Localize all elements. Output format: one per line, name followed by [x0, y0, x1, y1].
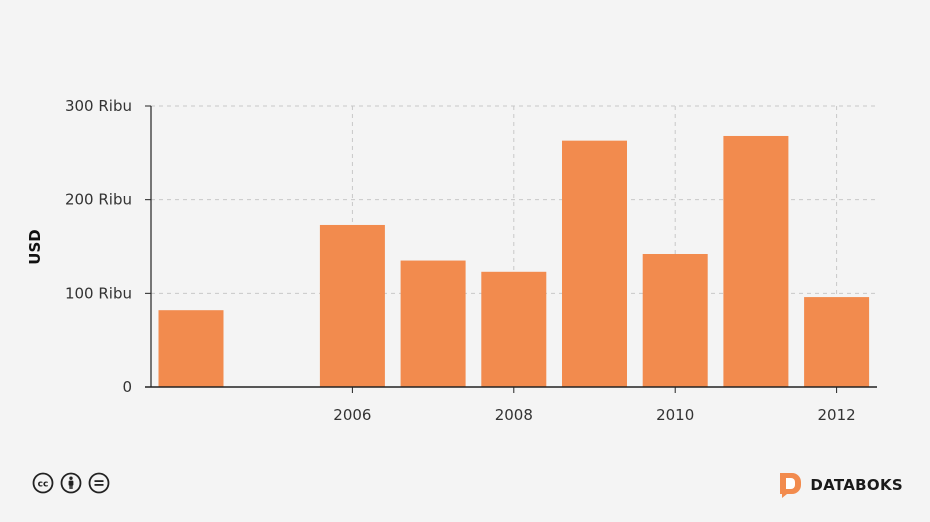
databoks-logo-icon [780, 473, 802, 498]
x-tick-label: 2008 [495, 406, 533, 424]
x-tick-label: 2006 [333, 406, 371, 424]
bar-2010 [642, 253, 708, 387]
bars [158, 135, 870, 387]
y-tick-labels: 0 100 Ribu 200 Ribu 300 Ribu [65, 97, 132, 396]
y-tick-label: 100 Ribu [65, 284, 132, 302]
y-tick-label: 0 [122, 378, 132, 396]
bar-2006 [319, 224, 385, 387]
by-icon [60, 472, 82, 494]
bar-2008 [481, 271, 547, 387]
bar-2009 [562, 140, 627, 387]
y-axis-title: USD [26, 229, 44, 264]
brand-name: DATABOKS [810, 476, 903, 494]
axes [145, 105, 877, 393]
y-tick-label: 200 Ribu [65, 191, 132, 209]
y-tick-label: 300 Ribu [65, 97, 132, 115]
brand-logo: DATABOKS [778, 472, 903, 498]
svg-text:cc: cc [38, 480, 49, 490]
bar-2011 [723, 135, 789, 387]
x-tick-label: 2010 [656, 406, 694, 424]
bar-2004 [158, 310, 224, 387]
cc-icon: cc [32, 472, 54, 494]
bar-2012 [804, 297, 870, 387]
x-tick-labels: 2006 2008 2010 2012 [333, 406, 855, 424]
license-icons: cc [32, 472, 110, 494]
bar-2007 [400, 260, 466, 387]
x-tick-label: 2012 [818, 406, 856, 424]
nd-icon [88, 472, 110, 494]
